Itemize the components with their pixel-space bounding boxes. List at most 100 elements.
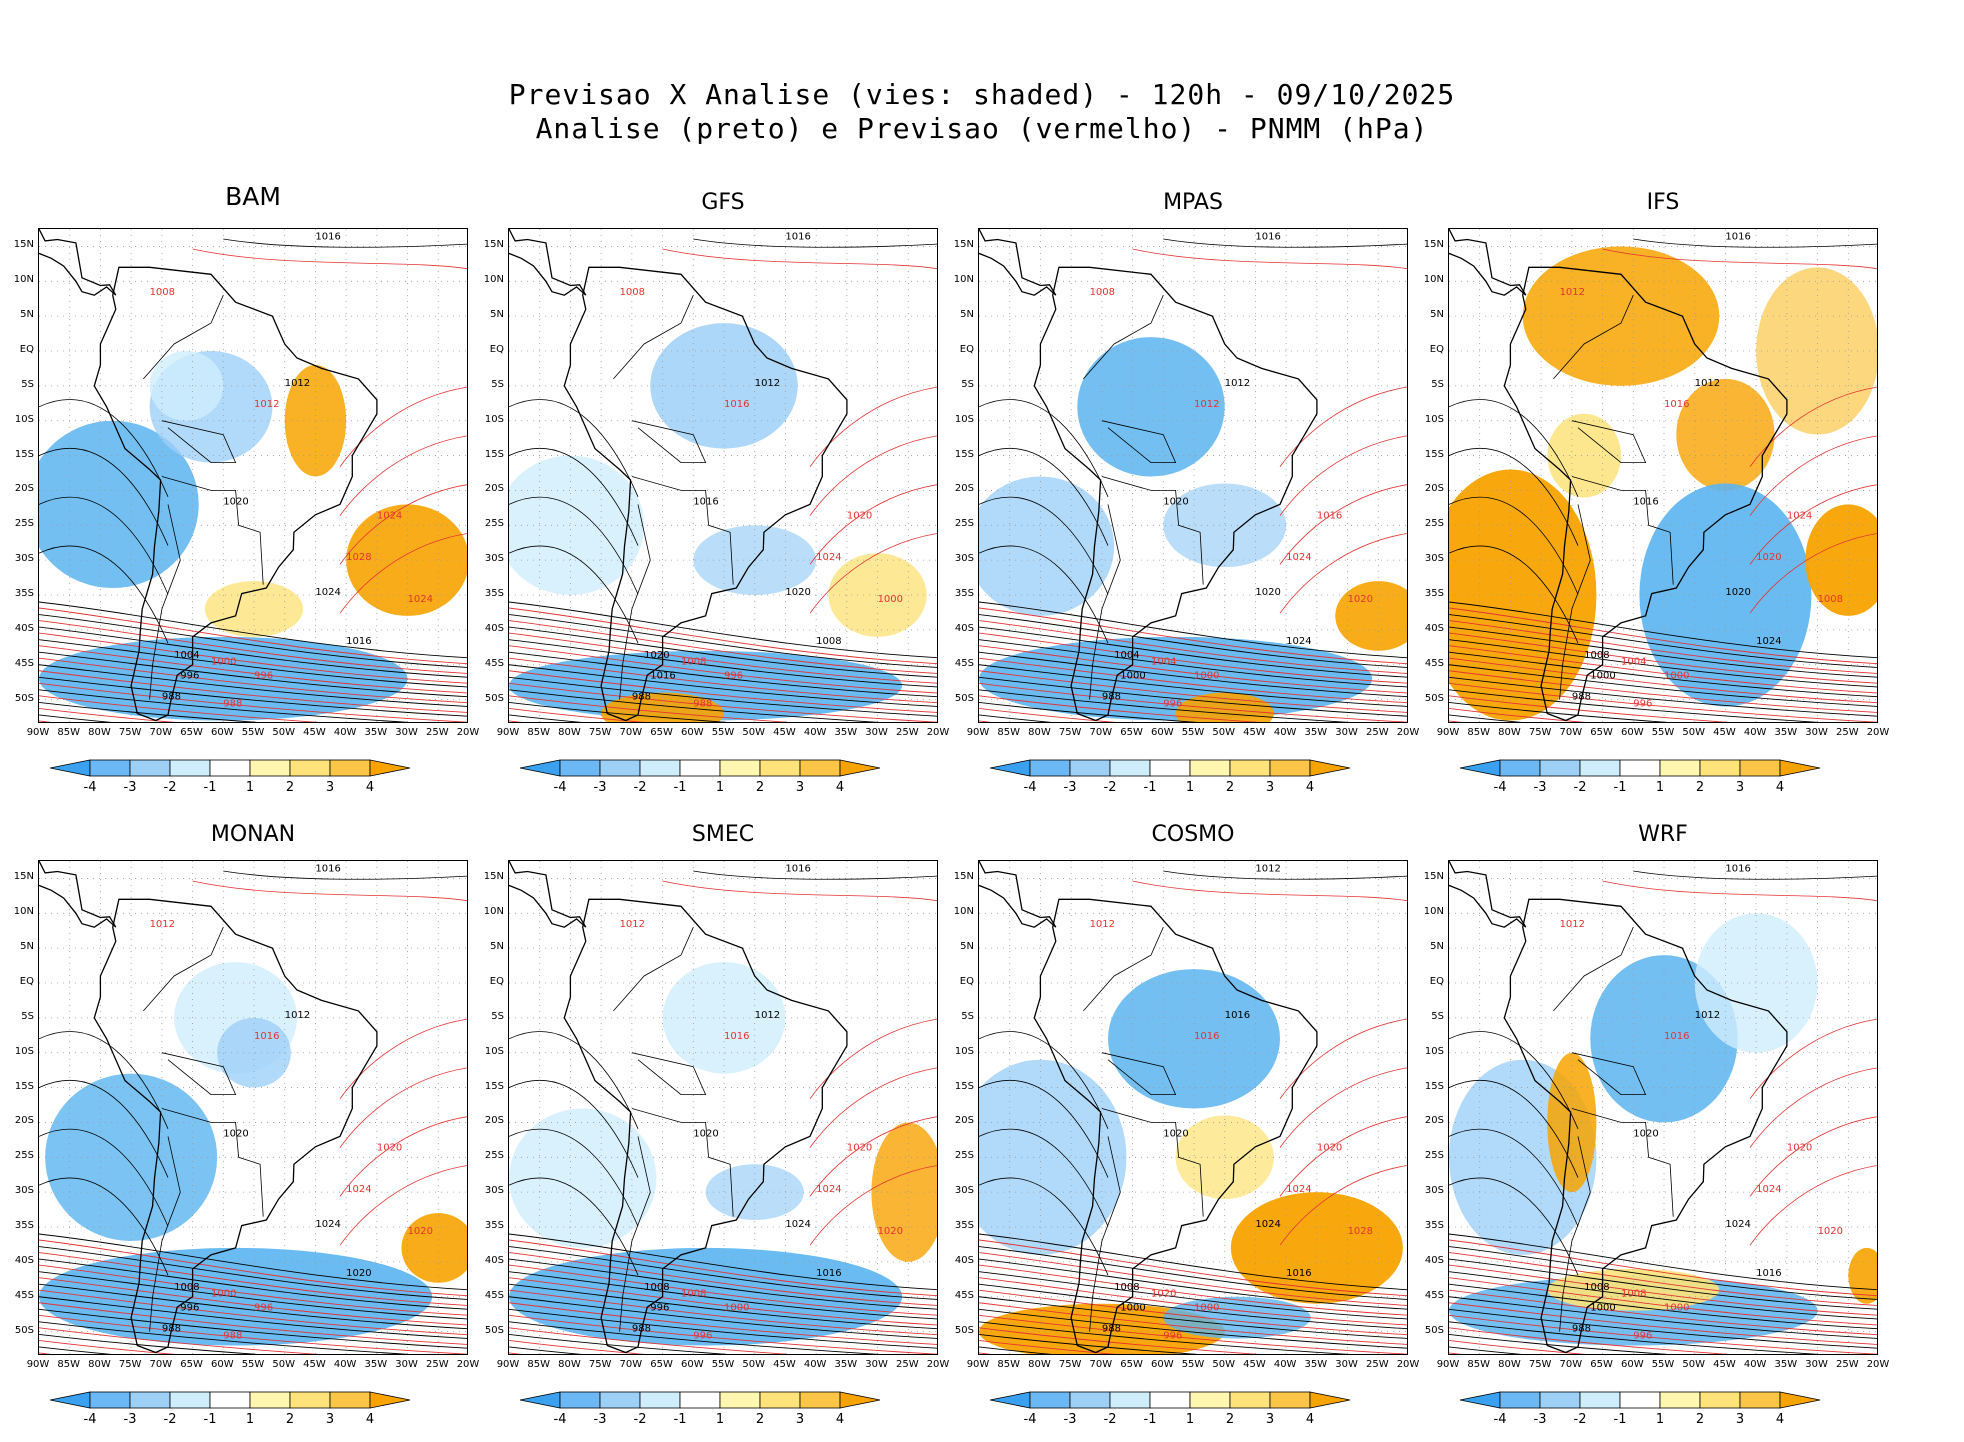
lon-tick-label: 90W	[496, 1359, 520, 1370]
lon-tick-label: 90W	[496, 727, 520, 738]
colorbar	[50, 759, 411, 777]
bias-shading	[1077, 337, 1225, 477]
forecast-contour-label: 1024	[816, 1184, 841, 1195]
colorbar-label: -1	[1613, 1412, 1627, 1427]
forecast-isobar	[39, 707, 176, 722]
lon-tick-label: 90W	[1436, 1359, 1460, 1370]
analysis-contour-label: 996	[180, 1303, 199, 1314]
country-border	[1101, 1052, 1177, 1096]
forecast-contour-label: 1020	[1756, 552, 1781, 563]
lat-tick-label: 15N	[483, 239, 504, 251]
colorbar-label: -2	[1573, 1412, 1587, 1427]
analysis-isobar	[39, 676, 467, 717]
analysis-isobar	[39, 1246, 467, 1300]
forecast-contour-label: 1020	[1151, 1289, 1176, 1300]
analysis-contour-label: 1016	[1225, 1010, 1250, 1021]
lon-tick-label: 45W	[773, 727, 796, 738]
colorbar-label: -2	[163, 780, 177, 795]
analysis-isobar	[39, 1308, 467, 1349]
forecast-contour-label: 1020	[1787, 1142, 1812, 1153]
forecast-isobar	[39, 1264, 467, 1316]
forecast-isobar	[1749, 1116, 1877, 1197]
lon-tick-label: 20W	[926, 727, 950, 738]
colorbar-segment	[1269, 759, 1311, 777]
colorbar-label: -3	[1533, 780, 1547, 795]
colorbar-segment	[1189, 1391, 1231, 1409]
forecast-contour-label: 1008	[1818, 594, 1843, 605]
map-canvas: 1016 1012 1020 1024 1016 1004 996 988 1008 1012 10…	[39, 229, 467, 722]
lat-tick-label: 25S	[954, 1150, 974, 1162]
colorbar-label: -4	[83, 780, 97, 795]
lat-tick-label: 10S	[14, 1045, 34, 1057]
forecast-contour-label: 1028	[1348, 1226, 1373, 1237]
colorbar	[520, 759, 881, 777]
analysis-contour-label: 1008	[174, 1282, 199, 1293]
colorbar-segment	[799, 1391, 841, 1409]
colorbar-segment	[1739, 1391, 1781, 1409]
colorbar-label: -1	[673, 780, 687, 795]
lat-tick-label: 5S	[21, 1010, 34, 1022]
forecast-isobar	[39, 1314, 467, 1354]
forecast-isobar	[509, 1252, 937, 1306]
analysis-isobar	[979, 1283, 1407, 1330]
map-panel-monan: MONAN 15N 10N 5N EQ 5S 10S 15S 20S 25S 30S 35S 40S 45…	[0, 822, 480, 1442]
forecast-isobar	[339, 1116, 467, 1197]
analysis-isobar	[1449, 1233, 1877, 1291]
country-border	[1571, 1052, 1647, 1096]
lon-tick-label: 90W	[1436, 727, 1460, 738]
country-border	[1571, 420, 1647, 464]
forecast-contour-label: 1024	[816, 552, 841, 563]
country-border	[1559, 1136, 1591, 1332]
colorbar-label: -4	[1023, 1412, 1037, 1427]
colorbar-segment	[209, 759, 251, 777]
analysis-contour-label: 1008	[816, 636, 841, 647]
analysis-contour-label: 1020	[223, 496, 248, 507]
forecast-isobar	[39, 620, 467, 674]
bias-shading	[509, 1108, 657, 1248]
colorbar-label: -1	[1143, 780, 1157, 795]
analysis-contour-label: 1016	[1756, 1268, 1781, 1279]
forecast-contour-label: 1016	[1664, 399, 1689, 410]
country-border	[1571, 476, 1674, 585]
analysis-isobar	[979, 497, 1109, 595]
lat-tick-label: 5S	[1431, 1010, 1444, 1022]
analysis-isobar	[509, 689, 880, 722]
lat-tick-label: 50S	[14, 692, 34, 704]
analysis-contour-label: 1024	[1725, 1219, 1750, 1230]
forecast-contour-label: 1012	[1090, 919, 1115, 930]
forecast-contour-label: 1028	[346, 552, 371, 563]
lat-tick-label: 15N	[953, 239, 974, 251]
bias-shading	[39, 420, 199, 589]
colorbar-segment	[1699, 759, 1741, 777]
lat-tick-label: 15S	[484, 448, 504, 460]
forecast-isobar	[979, 657, 1407, 704]
forecast-isobar	[979, 1314, 1407, 1354]
analysis-isobar	[39, 651, 467, 698]
lon-tick-label: 65W	[650, 1359, 673, 1370]
analysis-isobar	[509, 701, 728, 722]
lat-tick-label: 40S	[14, 622, 34, 634]
lon-tick-label: 85W	[1467, 1359, 1491, 1370]
analysis-contour-label: 988	[1102, 692, 1121, 703]
analysis-contour-label: 1012	[755, 1010, 780, 1021]
lon-tick-label: 75W	[1528, 727, 1552, 738]
analysis-isobar	[509, 1333, 728, 1354]
lat-tick-label: 35S	[14, 1220, 34, 1232]
country-border	[1089, 1136, 1121, 1332]
colorbar-segment	[1499, 759, 1541, 777]
forecast-isobar	[39, 695, 319, 722]
analysis-contour-label: 988	[1572, 1324, 1591, 1335]
colorbar-arrow-right	[1779, 1391, 1821, 1409]
forecast-contour-label: 1008	[150, 287, 175, 298]
analysis-isobar	[979, 1233, 1407, 1291]
lat-tick-label: 10N	[953, 274, 974, 286]
analysis-isobar	[693, 870, 937, 880]
forecast-contour-label: 996	[1163, 699, 1182, 710]
colorbar-label: 1	[715, 1412, 725, 1427]
analysis-isobar	[509, 1346, 582, 1354]
analysis-isobar	[509, 664, 937, 707]
lon-tick-label: 45W	[303, 727, 326, 738]
colorbar-label: 2	[285, 780, 295, 795]
colorbar-arrow-left	[1460, 759, 1501, 777]
forecast-isobar	[509, 707, 646, 722]
